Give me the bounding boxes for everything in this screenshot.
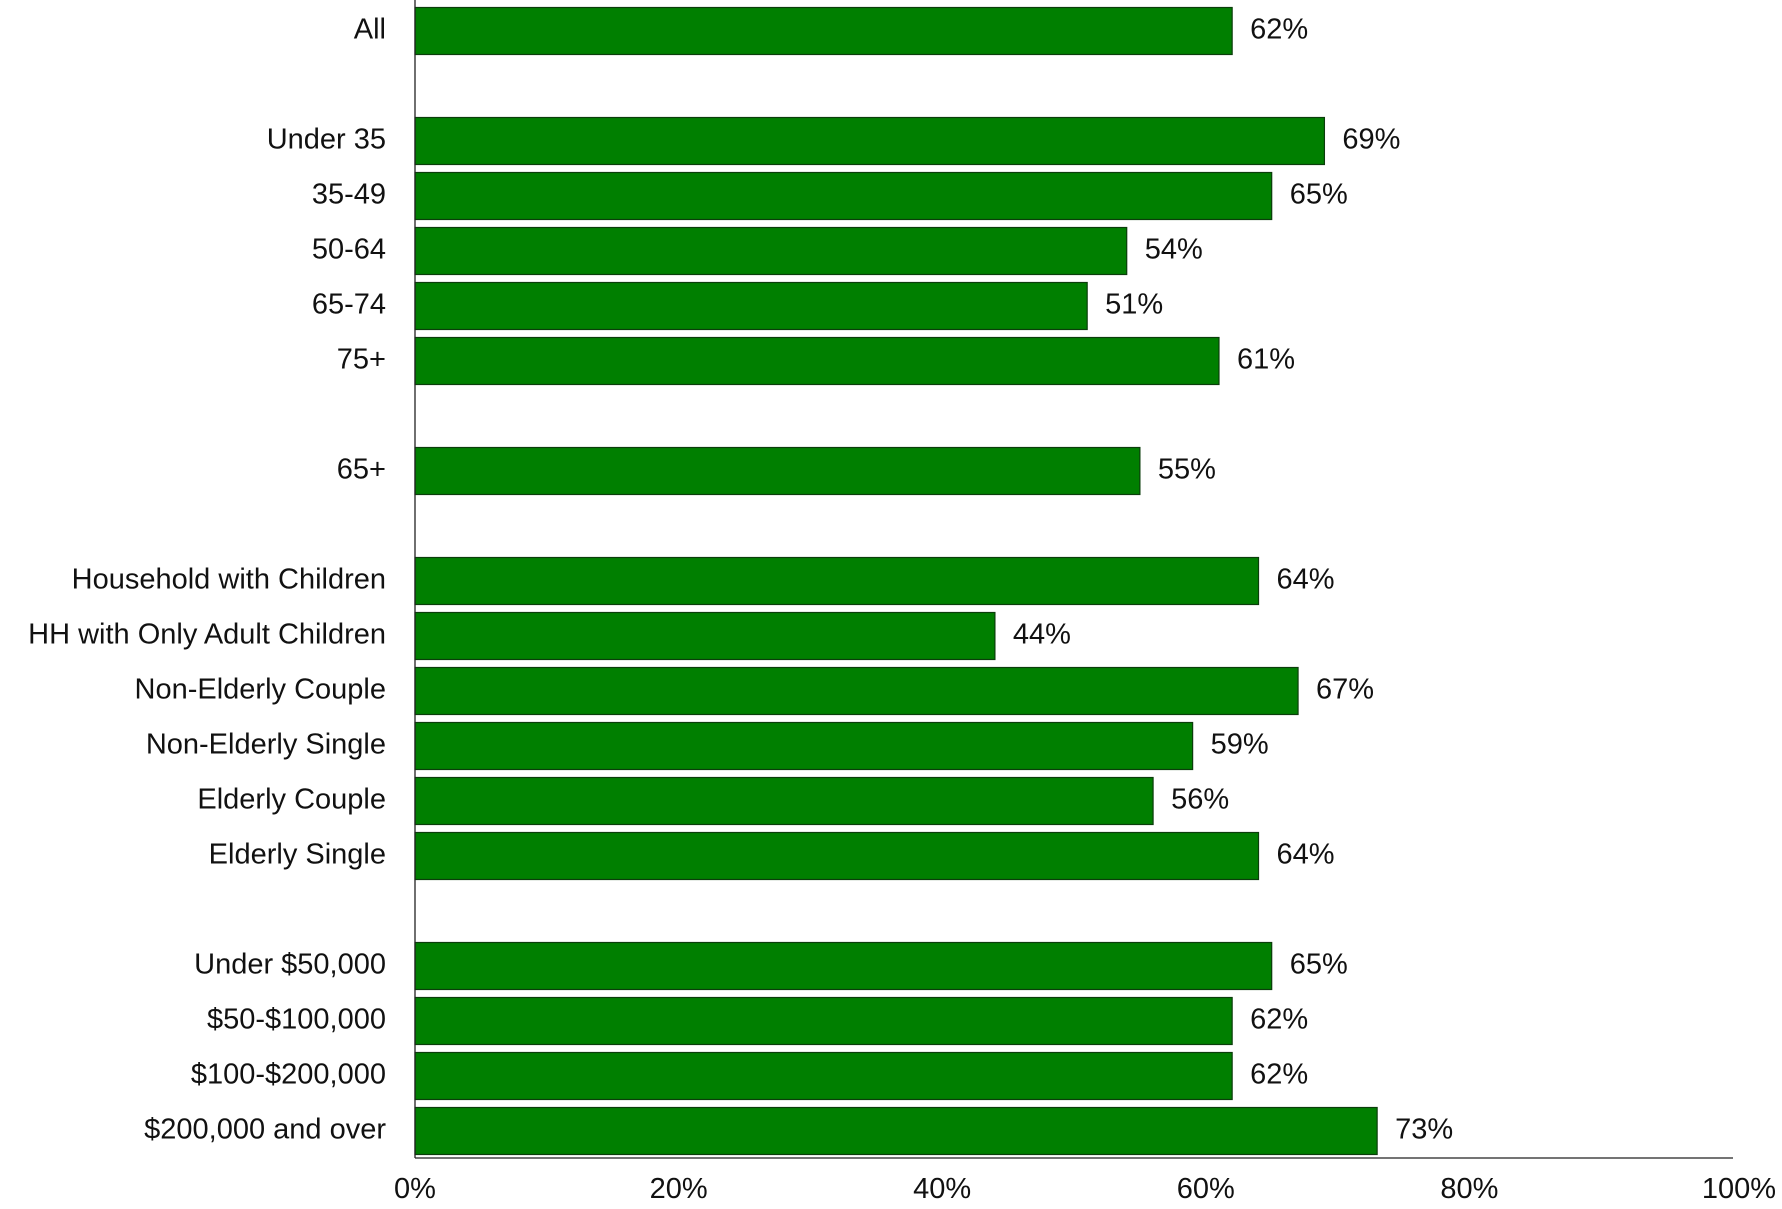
category-label-non-elderly-single: Non-Elderly Single [146,729,386,761]
category-label-household-with-children: Household with Children [72,564,386,596]
x-tick-label-20: 20% [650,1173,708,1205]
category-label-35-49: 35-49 [312,179,386,211]
x-tick-label-80: 80% [1440,1173,1498,1205]
category-label-65: 65+ [337,454,386,486]
x-tick-label-0: 0% [394,1173,436,1205]
bar-50-64 [415,228,1127,275]
bar-200-000-and-over [415,1108,1377,1155]
bar-65 [415,448,1140,495]
category-label-75: 75+ [337,344,386,376]
bar-50-100-000 [415,998,1232,1045]
bar-75 [415,338,1219,385]
value-label-household-with-children: 64% [1277,564,1335,596]
bar-hh-with-only-adult-children [415,613,995,660]
bar-100-200-000 [415,1053,1232,1100]
value-label-50-100-000: 62% [1250,1004,1308,1036]
category-label-hh-with-only-adult-children: HH with Only Adult Children [28,619,386,651]
bars-layer [415,8,1377,1155]
bar-under-50-000 [415,943,1272,990]
value-label-under-50-000: 65% [1290,949,1348,981]
bar-household-with-children [415,558,1259,605]
x-tick-label-100: 100% [1702,1173,1776,1205]
category-label-under-50-000: Under $50,000 [194,949,386,981]
value-label-hh-with-only-adult-children: 44% [1013,619,1071,651]
category-label-elderly-single: Elderly Single [209,839,386,871]
category-label-50-100-000: $50-$100,000 [207,1004,386,1036]
category-label-50-64: 50-64 [312,234,386,266]
value-label-all: 62% [1250,14,1308,46]
category-label-non-elderly-couple: Non-Elderly Couple [135,674,386,706]
value-label-65-74: 51% [1105,289,1163,321]
bar-35-49 [415,173,1272,220]
value-label-under-35: 69% [1342,124,1400,156]
value-label-non-elderly-couple: 67% [1316,674,1374,706]
bar-65-74 [415,283,1087,330]
bar-all [415,8,1232,55]
bar-elderly-couple [415,778,1153,825]
category-label-100-200-000: $100-$200,000 [191,1059,386,1091]
category-label-200-000-and-over: $200,000 and over [144,1114,386,1146]
value-label-elderly-couple: 56% [1171,784,1229,816]
category-label-all: All [354,14,386,46]
bar-elderly-single [415,833,1259,880]
category-label-elderly-couple: Elderly Couple [197,784,386,816]
bar-non-elderly-couple [415,668,1298,715]
value-label-50-64: 54% [1145,234,1203,266]
category-label-65-74: 65-74 [312,289,386,321]
value-label-100-200-000: 62% [1250,1059,1308,1091]
value-label-35-49: 65% [1290,179,1348,211]
x-tick-label-60: 60% [1177,1173,1235,1205]
category-labels: All Under 35 35-49 50-64 65-74 75+ 65+ Househol… [28,14,386,1146]
value-label-non-elderly-single: 59% [1211,729,1269,761]
value-label-75: 61% [1237,344,1295,376]
x-tick-label-40: 40% [913,1173,971,1205]
x-axis-ticks: 0% 20% 40% 60% 80% 100% [394,1173,1776,1205]
bar-non-elderly-single [415,723,1193,770]
value-label-elderly-single: 64% [1277,839,1335,871]
value-label-65: 55% [1158,454,1216,486]
value-label-200-000-and-over: 73% [1395,1114,1453,1146]
category-label-under-35: Under 35 [267,124,386,156]
bar-under-35 [415,118,1324,165]
